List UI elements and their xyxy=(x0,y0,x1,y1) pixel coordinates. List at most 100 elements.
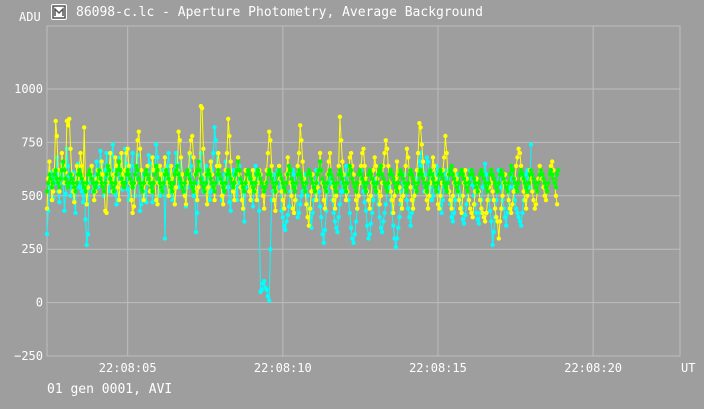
data-point xyxy=(371,197,376,203)
data-point xyxy=(186,172,191,177)
data-point xyxy=(116,159,122,164)
data-point xyxy=(350,176,355,181)
data-point xyxy=(245,168,251,173)
data-point xyxy=(146,176,151,181)
data-point xyxy=(48,176,53,181)
data-point xyxy=(207,172,212,177)
data-point xyxy=(54,133,60,139)
data-point xyxy=(150,200,155,205)
data-point xyxy=(381,219,386,224)
data-point xyxy=(475,189,480,194)
data-point xyxy=(196,185,201,190)
data-point xyxy=(530,189,535,194)
data-point xyxy=(487,208,493,213)
data-point xyxy=(113,155,118,160)
data-point xyxy=(489,219,494,224)
data-point xyxy=(227,133,232,139)
data-point xyxy=(94,180,99,186)
data-point xyxy=(485,189,490,194)
data-point xyxy=(471,202,477,207)
data-point xyxy=(394,159,400,164)
data-point xyxy=(212,125,217,130)
data-point xyxy=(362,163,367,169)
data-point xyxy=(99,180,104,186)
data-point xyxy=(278,185,283,190)
data-point xyxy=(312,189,318,194)
data-point xyxy=(201,146,206,151)
data-point xyxy=(68,172,73,177)
data-point xyxy=(459,210,464,216)
data-point xyxy=(375,180,380,186)
data-point xyxy=(63,191,68,196)
data-point xyxy=(257,172,262,177)
data-point xyxy=(82,125,87,130)
data-point xyxy=(371,180,376,186)
window-title: 86098-c.lc - Aperture Photometry, Averag… xyxy=(76,5,483,20)
data-point xyxy=(243,180,248,186)
data-point xyxy=(291,210,297,216)
data-point xyxy=(470,172,475,177)
data-point xyxy=(77,168,82,173)
data-point xyxy=(460,217,465,222)
data-point xyxy=(262,189,267,194)
data-point xyxy=(110,185,116,190)
data-point xyxy=(408,168,413,173)
data-point xyxy=(44,232,50,237)
data-point xyxy=(484,172,489,177)
data-point xyxy=(468,206,473,211)
data-point xyxy=(425,206,431,211)
data-point xyxy=(370,176,375,181)
data-point xyxy=(336,163,341,169)
data-point xyxy=(358,163,364,169)
data-point xyxy=(418,168,423,173)
data-point xyxy=(209,180,215,186)
data-point xyxy=(419,172,424,177)
data-point xyxy=(492,206,498,211)
data-point xyxy=(492,180,498,186)
data-point xyxy=(267,298,272,303)
data-point xyxy=(366,236,371,241)
data-point xyxy=(433,185,438,190)
data-point xyxy=(386,163,391,169)
data-point xyxy=(415,150,421,156)
data-point xyxy=(347,163,352,169)
data-point xyxy=(417,159,422,164)
data-point xyxy=(382,180,387,186)
data-point xyxy=(56,180,61,186)
data-point xyxy=(386,180,391,186)
data-point xyxy=(500,172,505,177)
data-point xyxy=(383,202,388,207)
data-point xyxy=(274,180,279,186)
data-point xyxy=(466,197,472,203)
data-point xyxy=(471,176,477,181)
light-curve-app-icon[interactable] xyxy=(51,4,67,20)
data-point xyxy=(177,176,182,181)
data-point xyxy=(324,189,329,194)
data-point xyxy=(106,168,112,173)
data-point xyxy=(403,185,408,190)
data-point xyxy=(550,172,555,177)
data-point xyxy=(479,168,484,173)
data-point xyxy=(146,153,151,158)
data-point xyxy=(162,155,168,160)
data-point xyxy=(305,193,310,198)
data-point xyxy=(397,185,402,190)
data-point xyxy=(259,287,264,292)
data-point xyxy=(322,185,328,190)
data-point xyxy=(310,210,315,216)
data-point xyxy=(541,176,546,181)
data-point xyxy=(182,180,187,186)
data-point xyxy=(211,150,216,156)
data-point xyxy=(347,155,352,160)
data-point xyxy=(139,185,144,190)
data-point xyxy=(334,189,339,194)
data-point xyxy=(346,172,351,177)
data-point xyxy=(368,221,374,226)
data-point xyxy=(481,176,487,181)
data-point xyxy=(195,210,200,216)
data-point xyxy=(264,287,269,292)
data-point xyxy=(353,189,359,194)
data-point xyxy=(486,180,492,186)
data-point xyxy=(132,193,138,198)
data-point xyxy=(437,206,442,211)
